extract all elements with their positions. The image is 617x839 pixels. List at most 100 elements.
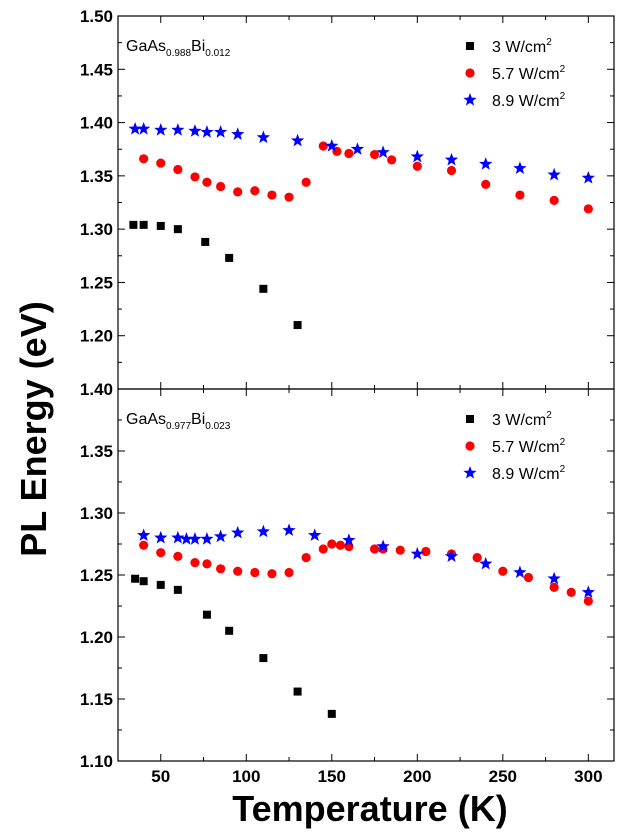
bottom-panel: 1.10 1.15 1.20 1.25 1.30 1.35 1.40 GaAs0.977Bi0… — [80, 380, 615, 771]
data-point-circle — [250, 567, 260, 578]
data-point-circle — [202, 559, 212, 569]
data-point-circle — [267, 190, 277, 200]
data-point-circle — [173, 551, 183, 562]
data-point-star — [154, 123, 168, 136]
data-point-circle — [173, 164, 183, 175]
data-point-star — [342, 533, 356, 546]
data-point-circle — [216, 564, 226, 574]
data-point-circle — [318, 141, 328, 151]
data-point-square — [225, 626, 234, 635]
legend-label: 8.9 W/cm2 — [492, 91, 566, 110]
data-point-circle — [583, 596, 593, 606]
legend-marker-star — [463, 466, 477, 479]
data-point-star — [325, 139, 339, 152]
series-circle — [139, 141, 593, 214]
data-point-circle — [216, 181, 226, 192]
sample-label: GaAs0.977Bi0.023 — [126, 411, 231, 432]
data-point-star — [308, 528, 322, 541]
data-point-circle — [233, 566, 243, 576]
series-square — [131, 574, 336, 718]
x-tick-label: 250 — [489, 767, 517, 786]
data-point-circle — [156, 548, 166, 558]
data-point-square — [293, 687, 302, 696]
data-point-star — [137, 121, 151, 135]
series-star — [128, 121, 595, 184]
data-point-star — [282, 523, 296, 537]
data-point-star — [547, 571, 561, 585]
data-point-circle — [395, 545, 405, 555]
data-point-star — [513, 161, 527, 175]
data-point-circle — [139, 154, 149, 164]
data-point-star — [200, 125, 214, 138]
y-tick-label: 1.10 — [80, 752, 113, 771]
data-point-star — [410, 149, 424, 163]
data-point-square — [131, 574, 140, 583]
data-point-star — [231, 525, 245, 539]
data-point-square — [129, 220, 138, 229]
data-point-square — [156, 580, 165, 589]
legend-marker-circle — [465, 441, 475, 451]
data-point-star — [350, 142, 365, 155]
data-point-star — [188, 124, 202, 137]
data-point-star — [128, 121, 142, 135]
data-point-circle — [515, 190, 525, 200]
data-point-circle — [190, 172, 200, 182]
sample-label: GaAs0.988Bi0.012 — [126, 38, 231, 59]
data-point-star — [231, 127, 245, 140]
data-point-circle — [481, 179, 491, 189]
data-point-square — [173, 585, 182, 594]
data-point-star — [444, 152, 459, 166]
data-point-star — [290, 133, 305, 147]
legend-marker-square — [466, 42, 474, 50]
data-point-circle — [583, 204, 593, 214]
legend-marker-circle — [465, 68, 475, 78]
data-point-square — [293, 321, 302, 330]
legend-label: 3 W/cm2 — [492, 37, 552, 56]
data-point-circle — [344, 148, 354, 159]
data-point-circle — [327, 539, 337, 549]
y-tick-label: 1.40 — [80, 380, 113, 399]
data-point-star — [171, 123, 185, 136]
data-point-star — [479, 556, 493, 570]
data-point-circle — [284, 192, 294, 202]
data-point-square — [225, 253, 234, 262]
data-point-circle — [335, 540, 345, 550]
legend-marker-square — [466, 415, 474, 423]
y-tick-label: 1.20 — [80, 327, 113, 346]
data-point-circle — [446, 165, 457, 176]
data-point-star — [581, 170, 595, 184]
data-point-star — [410, 546, 424, 560]
y-tick-label: 1.45 — [80, 60, 113, 79]
y-tick-label: 1.20 — [80, 628, 113, 647]
data-point-star — [376, 539, 390, 553]
data-point-circle — [498, 566, 508, 576]
y-tick-label: 1.30 — [80, 220, 113, 239]
series-star — [137, 523, 595, 599]
data-point-circle — [412, 161, 422, 171]
data-point-square — [173, 225, 182, 234]
data-point-square — [139, 577, 148, 586]
data-point-star — [513, 565, 527, 579]
x-tick-label: 50 — [151, 767, 170, 786]
data-point-square — [327, 709, 336, 718]
data-point-star — [376, 145, 390, 159]
data-point-square — [139, 220, 148, 229]
data-point-circle — [523, 572, 534, 583]
data-point-star — [137, 528, 151, 541]
data-point-circle — [190, 558, 200, 568]
legend-marker-star — [463, 93, 477, 106]
data-point-star — [444, 549, 459, 563]
data-point-circle — [318, 544, 328, 554]
data-point-star — [171, 530, 185, 544]
series-circle — [139, 539, 593, 606]
y-tick-label: 1.35 — [80, 167, 113, 186]
y-tick-label: 1.15 — [80, 690, 113, 709]
data-point-circle — [369, 149, 380, 160]
legend-label: 8.9 W/cm2 — [492, 464, 566, 483]
data-point-circle — [156, 158, 166, 168]
data-point-circle — [250, 186, 260, 196]
data-point-circle — [566, 587, 576, 597]
data-point-star — [200, 532, 214, 545]
x-tick-label: 150 — [318, 767, 346, 786]
